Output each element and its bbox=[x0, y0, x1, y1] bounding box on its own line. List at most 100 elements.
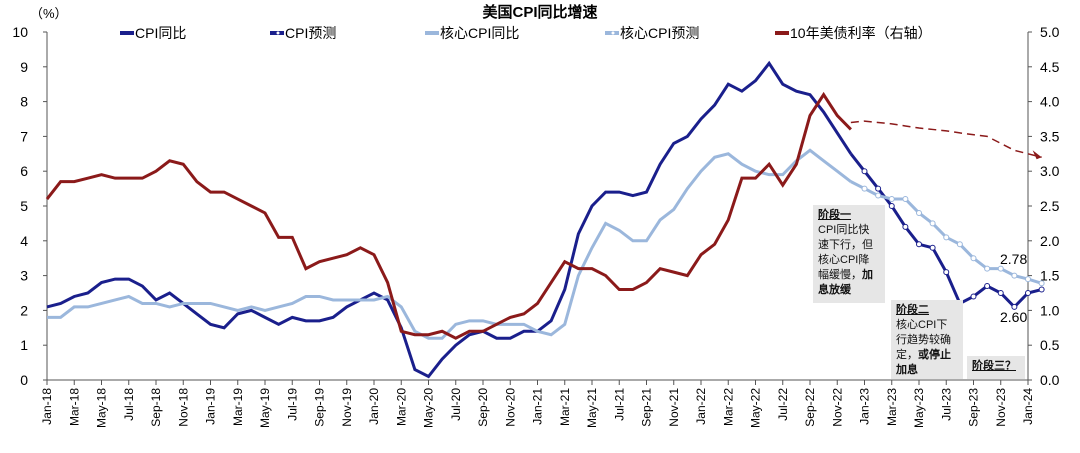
x-tick-label: Sep-23 bbox=[967, 388, 981, 427]
series-marker-3 bbox=[902, 196, 909, 203]
annotation-stage-1: 阶段一 CPI同比快速下行，但核心CPI降幅缓慢，加息放缓 bbox=[813, 205, 885, 303]
stage-1-title: 阶段一 bbox=[818, 209, 851, 221]
y2-tick-label: 1.5 bbox=[1040, 268, 1060, 284]
y-tick-label: 3 bbox=[20, 268, 28, 284]
y2-tick-label: 2.0 bbox=[1040, 233, 1060, 249]
y2-tick-label: 3.0 bbox=[1040, 163, 1060, 179]
series-marker-3 bbox=[861, 185, 868, 192]
series-marker-3 bbox=[929, 220, 936, 227]
x-tick-label: May-18 bbox=[95, 388, 109, 428]
x-tick-label: Jan-19 bbox=[204, 388, 218, 425]
legend-label-3: 核心CPI预测 bbox=[620, 25, 699, 41]
y-axis-label: （%） bbox=[30, 6, 68, 21]
series-marker-1 bbox=[929, 244, 936, 251]
annotation-core-end: 2.78 bbox=[1000, 251, 1027, 267]
y2-tick-label: 4.0 bbox=[1040, 94, 1060, 110]
x-tick-label: May-22 bbox=[749, 388, 763, 428]
chart-title: 美国CPI同比增速 bbox=[482, 3, 597, 21]
y2-tick-label: 2.5 bbox=[1040, 198, 1060, 214]
x-tick-label: Nov-22 bbox=[830, 388, 844, 427]
series-marker-1 bbox=[997, 290, 1004, 296]
x-tick-label: Nov-18 bbox=[176, 388, 190, 427]
series-marker-1 bbox=[1011, 303, 1018, 310]
x-tick-label: Jan-22 bbox=[694, 388, 708, 425]
x-tick-label: Mar-22 bbox=[721, 388, 735, 426]
y2-tick-label: 0.5 bbox=[1040, 337, 1060, 353]
y2-tick-label: 5.0 bbox=[1040, 24, 1060, 40]
x-tick-label: Mar-23 bbox=[885, 388, 899, 426]
arrow-head bbox=[1032, 150, 1042, 160]
x-tick-label: Jan-18 bbox=[40, 388, 54, 425]
series-marker-1 bbox=[943, 269, 950, 276]
legend-label-0: CPI同比 bbox=[135, 25, 186, 41]
series-marker-3 bbox=[984, 265, 991, 272]
x-tick-label: Sep-21 bbox=[640, 388, 654, 427]
legend-label-4: 10年美债利率（右轴） bbox=[790, 25, 932, 41]
x-tick-label: Mar-18 bbox=[67, 388, 81, 426]
series-line-2 bbox=[47, 148, 852, 340]
x-tick-label: Jan-21 bbox=[531, 388, 545, 425]
y2-tick-label: 0.0 bbox=[1040, 372, 1060, 388]
series-marker-3 bbox=[1025, 276, 1031, 283]
x-tick-label: May-19 bbox=[258, 388, 272, 428]
stage-2-text: 核心CPI下行趋势较确定， bbox=[896, 319, 951, 361]
series-marker-1 bbox=[1038, 286, 1045, 293]
series-marker-1 bbox=[902, 223, 909, 230]
y-tick-label: 10 bbox=[12, 24, 28, 40]
x-tick-label: Sep-22 bbox=[803, 388, 817, 427]
x-tick-label: Mar-19 bbox=[231, 388, 245, 426]
x-tick-label: Jul-22 bbox=[776, 388, 790, 421]
series-marker-1 bbox=[984, 283, 991, 290]
y-tick-label: 9 bbox=[20, 59, 28, 75]
annotation-stage-3: 阶段三？ bbox=[967, 356, 1025, 379]
stage-2-title: 阶段二 bbox=[896, 304, 929, 316]
x-tick-label: Jul-20 bbox=[449, 388, 463, 421]
series-line-5 bbox=[850, 120, 1042, 159]
x-tick-label: Jul-18 bbox=[122, 388, 136, 421]
y2-tick-label: 4.5 bbox=[1040, 59, 1060, 75]
x-tick-label: Mar-21 bbox=[558, 388, 572, 426]
x-tick-label: Nov-21 bbox=[667, 388, 681, 427]
annotation-stage-2: 阶段二核心CPI下行趋势较确定，或停止加息 bbox=[891, 300, 963, 379]
y2-tick-label: 3.5 bbox=[1040, 128, 1060, 144]
legend-label-1: CPI预测 bbox=[285, 25, 336, 41]
x-tick-label: Sep-19 bbox=[313, 388, 327, 427]
y-tick-label: 4 bbox=[20, 233, 28, 249]
series-line-4 bbox=[45, 91, 852, 340]
legend-label-2: 核心CPI同比 bbox=[440, 25, 519, 41]
y-tick-label: 5 bbox=[20, 198, 28, 214]
y-tick-label: 0 bbox=[20, 372, 28, 388]
x-tick-label: Nov-19 bbox=[340, 388, 354, 427]
y-tick-label: 2 bbox=[20, 302, 28, 318]
series-marker-3 bbox=[956, 241, 963, 248]
legend-marker bbox=[611, 31, 615, 35]
stage-2-bold: 或停止加息 bbox=[896, 349, 951, 376]
x-tick-label: Mar-20 bbox=[394, 388, 408, 426]
y-tick-label: 1 bbox=[20, 337, 28, 353]
series-marker-3 bbox=[875, 192, 882, 199]
x-tick-label: Nov-23 bbox=[994, 388, 1008, 427]
series-marker-3 bbox=[943, 234, 950, 241]
y-tick-label: 7 bbox=[20, 128, 28, 144]
x-tick-label: Sep-18 bbox=[149, 388, 163, 427]
legend-marker bbox=[276, 31, 280, 35]
annotation-cpi-end: 2.60 bbox=[1000, 309, 1027, 325]
series-marker-3 bbox=[888, 196, 895, 203]
y-tick-label: 8 bbox=[20, 94, 28, 110]
x-tick-label: May-21 bbox=[585, 388, 599, 428]
series-marker-3 bbox=[916, 209, 922, 216]
x-tick-label: Sep-20 bbox=[476, 388, 490, 427]
x-tick-label: Jul-23 bbox=[939, 388, 953, 421]
series-line-0 bbox=[46, 60, 853, 379]
x-tick-label: Jul-21 bbox=[612, 388, 626, 421]
series-marker-1 bbox=[916, 241, 922, 248]
series-marker-1 bbox=[861, 168, 868, 175]
y-tick-label: 6 bbox=[20, 163, 28, 179]
y2-tick-label: 1.0 bbox=[1040, 302, 1060, 318]
x-tick-label: Jan-24 bbox=[1021, 388, 1035, 425]
x-tick-label: May-20 bbox=[422, 388, 436, 428]
x-tick-label: Jul-19 bbox=[285, 388, 299, 421]
x-tick-label: Nov-20 bbox=[503, 388, 517, 427]
stage-1-text: CPI同比快速下行，但核心CPI降幅缓慢， bbox=[818, 224, 873, 281]
